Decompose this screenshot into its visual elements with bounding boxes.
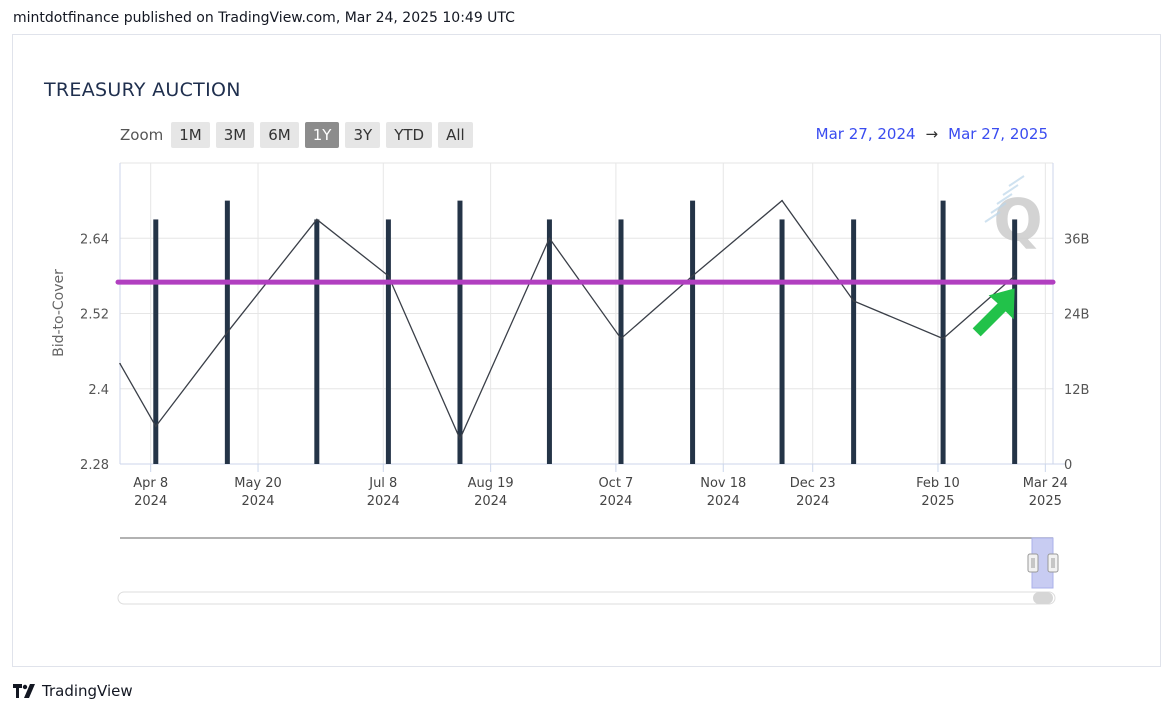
x-tick-label-date: Oct 7 <box>598 476 633 491</box>
navigator-scrollbar <box>117 591 1056 605</box>
bid-to-cover-point <box>154 425 157 428</box>
auction-bar <box>457 200 463 464</box>
x-tick-label-year: 2024 <box>241 494 274 509</box>
watermark-stripe <box>996 193 1013 205</box>
tradingview-logo-text: TradingView <box>42 682 133 700</box>
bid-to-cover-point <box>852 300 855 302</box>
auction-bar <box>153 219 159 464</box>
x-tick-label-year: 2024 <box>599 494 632 509</box>
bid-to-cover-point <box>459 438 461 440</box>
x-tick-label-year: 2024 <box>474 494 507 509</box>
watermark-stripe <box>990 202 1007 214</box>
y-left-tick-label: 2.52 <box>80 308 109 323</box>
navigator-handle[interactable] <box>1047 553 1059 573</box>
x-tick-label-date: May 20 <box>234 476 282 491</box>
x-tick-label-year: 2024 <box>134 494 167 509</box>
watermark-letter: Q <box>993 186 1042 254</box>
watermark-stripe <box>1002 184 1019 196</box>
x-tick-label-date: Feb 10 <box>916 476 960 491</box>
chart-title: TREASURY AUCTION <box>44 79 241 101</box>
zoom-6m-button[interactable]: 6M <box>260 122 299 148</box>
zoom-1y-button[interactable]: 1Y <box>304 122 340 148</box>
zoom-bar: Zoom 1M 3M 6M 1Y 3Y YTD All <box>120 122 479 148</box>
x-tick-label-year: 2024 <box>796 494 829 509</box>
tradingview-logo: TradingView <box>13 682 133 700</box>
bid-to-cover-point <box>620 337 622 340</box>
auction-bar <box>546 219 552 464</box>
axis-labels: 2.64 2.52 2.4 2.28 36B 24B 12B 0 Apr 8 2024 May 20… <box>51 232 1089 509</box>
bid-to-cover-line <box>119 199 1016 441</box>
gridlines <box>120 162 1053 465</box>
bid-to-cover-point <box>781 199 783 202</box>
range-arrow: → <box>925 125 939 143</box>
arrow-annotation <box>972 288 1015 337</box>
zoom-3y-button[interactable]: 3Y <box>345 122 381 148</box>
y-right-tick-label: 0 <box>1064 458 1072 473</box>
axes <box>119 163 1065 472</box>
zoom-3m-button[interactable]: 3M <box>215 122 255 148</box>
y-left-tick-label: 2.28 <box>80 458 109 473</box>
bid-to-cover-point <box>942 337 944 340</box>
green-arrow <box>972 288 1015 337</box>
zoom-all-button[interactable]: All <box>438 122 473 148</box>
auction-bar <box>779 219 785 464</box>
bid-to-cover-point <box>548 237 551 240</box>
auction-bar <box>1012 219 1018 464</box>
zoom-label: Zoom <box>120 126 164 144</box>
x-tick-label-date: Nov 18 <box>700 476 746 491</box>
watermark-stripe <box>1008 175 1025 187</box>
published-caption: mintdotfinance published on TradingView.… <box>13 10 515 26</box>
zoom-1m-button[interactable]: 1M <box>171 122 210 148</box>
x-tick-label-date: Jul 8 <box>368 476 397 491</box>
bid-to-cover-point <box>1013 275 1016 277</box>
x-tick-label-date: Dec 23 <box>790 476 836 491</box>
auction-bar <box>618 219 624 464</box>
x-tick-label-date: Aug 19 <box>468 476 514 491</box>
y-left-axis-title: Bid-to-Cover <box>51 269 67 357</box>
watermark: Q <box>984 175 1043 254</box>
bid-to-cover-series <box>119 199 1016 441</box>
auction-bar <box>690 200 696 464</box>
y-left-tick-label: 2.64 <box>80 232 109 247</box>
tradingview-logo-icon <box>13 684 35 698</box>
bid-to-cover-point <box>691 275 694 277</box>
date-range: Mar 27, 2024 → Mar 27, 2025 <box>816 125 1048 143</box>
bid-to-cover-point <box>226 331 229 334</box>
auction-size-bars <box>153 200 1018 464</box>
y-right-tick-label: 36B <box>1064 232 1089 247</box>
navigator-scrollbar-thumb[interactable] <box>1033 592 1053 604</box>
x-tick-label-year: 2024 <box>707 494 740 509</box>
x-tick-label-year: 2025 <box>1029 494 1062 509</box>
range-from[interactable]: Mar 27, 2024 <box>815 125 916 143</box>
auction-bar <box>314 219 320 464</box>
x-tick-label-year: 2025 <box>921 494 954 509</box>
watermark-stripe <box>984 211 1001 223</box>
x-tick-label-date: Apr 8 <box>133 476 168 491</box>
bid-to-cover-point <box>316 218 318 221</box>
bid-to-cover-point <box>387 275 390 277</box>
navigator-handle[interactable] <box>1027 553 1039 573</box>
zoom-ytd-button[interactable]: YTD <box>386 122 433 148</box>
auction-bar <box>940 200 946 464</box>
y-right-tick-label: 24B <box>1064 308 1089 323</box>
y-right-tick-label: 12B <box>1064 383 1089 398</box>
range-to[interactable]: Mar 27, 2025 <box>948 125 1048 143</box>
bid-to-cover-point <box>119 362 121 365</box>
x-tick-label-date: Mar 24 <box>1023 476 1068 491</box>
x-tick-label-year: 2024 <box>367 494 400 509</box>
y-left-tick-label: 2.4 <box>88 383 109 398</box>
navigator <box>117 537 1059 605</box>
auction-bar <box>385 219 391 464</box>
auction-bar <box>851 219 857 464</box>
